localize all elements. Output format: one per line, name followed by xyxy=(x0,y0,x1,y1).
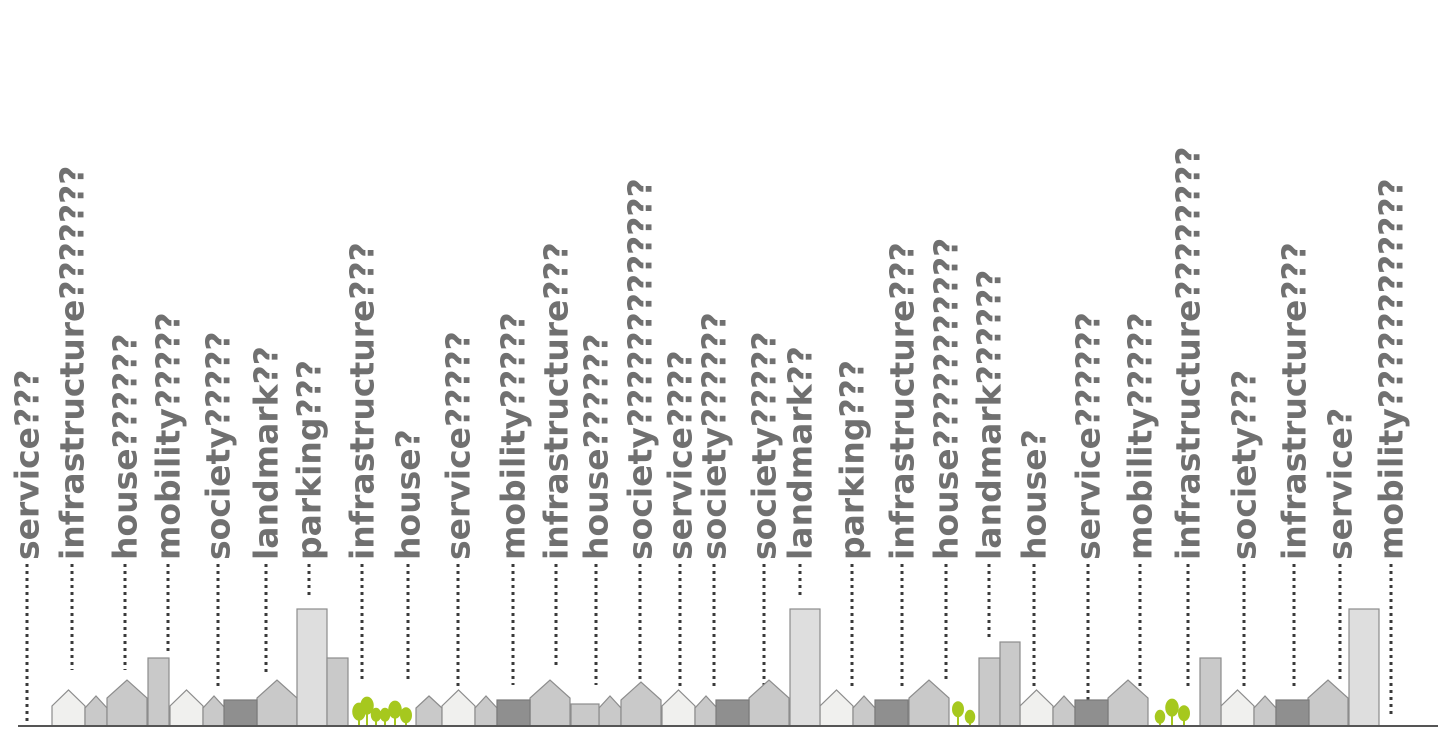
label-5: landmark?? xyxy=(247,346,286,560)
house-icon xyxy=(598,695,622,727)
tree-icon xyxy=(1165,698,1179,726)
trees xyxy=(352,696,1190,726)
house-icon xyxy=(106,679,148,727)
tower-icon xyxy=(999,641,1021,727)
label-7: infrastructure??? xyxy=(343,242,382,560)
tower-icon xyxy=(1275,699,1310,727)
house-icon xyxy=(84,695,108,727)
label-23: service?????? xyxy=(1069,312,1108,560)
tower-icon xyxy=(874,699,909,727)
label-26: society??? xyxy=(1225,370,1264,560)
house-icon xyxy=(1107,679,1149,727)
house-icon xyxy=(908,679,950,727)
tree-icon xyxy=(964,709,976,726)
tree-icon xyxy=(360,696,374,726)
house-icon xyxy=(620,681,662,727)
label-21: landmark?????? xyxy=(970,270,1009,560)
label-12: house?????? xyxy=(577,333,616,560)
house-icon xyxy=(1253,695,1277,727)
tower-icon xyxy=(789,608,821,727)
label-1: infrastructure??????? xyxy=(53,166,92,560)
tree-icon xyxy=(388,700,402,726)
house-icon xyxy=(694,695,718,727)
house-icon xyxy=(51,689,86,727)
house-icon xyxy=(474,695,498,727)
tower-icon xyxy=(715,699,750,727)
label-15: society?????? xyxy=(695,312,734,560)
house-icon xyxy=(1307,679,1349,727)
tower-icon xyxy=(496,699,531,727)
tower-icon xyxy=(296,608,328,727)
tower-icon xyxy=(1199,657,1222,727)
leader-lines xyxy=(25,564,1393,726)
label-29: mobility???????????? xyxy=(1372,178,1411,560)
tower-icon xyxy=(1074,699,1109,727)
label-25: infrastructure???????? xyxy=(1169,146,1208,560)
label-10: mobility????? xyxy=(494,312,533,560)
house-icon xyxy=(661,689,696,727)
label-16: society????? xyxy=(745,331,784,560)
house-icon xyxy=(529,679,571,727)
tree-icon xyxy=(379,707,391,726)
house-icon xyxy=(819,689,854,727)
house-icon xyxy=(415,695,443,727)
tree-icon xyxy=(1154,709,1166,726)
house-icon xyxy=(441,689,476,727)
label-20: house??????????? xyxy=(927,238,966,560)
label-17: landmark?? xyxy=(781,346,820,560)
tower-icon xyxy=(147,657,170,727)
label-24: mobility????? xyxy=(1121,312,1160,560)
label-0: service??? xyxy=(8,370,47,561)
tower-icon xyxy=(223,699,258,727)
label-27: infrastructure??? xyxy=(1275,242,1314,560)
label-2: house?????? xyxy=(106,333,145,560)
house-icon xyxy=(748,679,790,727)
label-4: society????? xyxy=(199,331,238,560)
tree-icon xyxy=(1178,705,1190,726)
buildings xyxy=(51,608,1380,727)
tower-icon xyxy=(326,657,349,727)
label-19: infrastructure??? xyxy=(883,242,922,560)
tower-icon xyxy=(570,703,600,727)
house-icon xyxy=(202,695,226,727)
tree-icon xyxy=(952,701,964,726)
label-22: house? xyxy=(1015,429,1054,560)
label-8: house? xyxy=(389,429,428,560)
tower-icon xyxy=(978,657,1001,727)
label-18: parking??? xyxy=(833,360,872,560)
tree-icon xyxy=(370,707,382,726)
labels: service??? infrastructure??????? house????… xyxy=(8,146,1411,560)
house-icon xyxy=(1052,695,1076,727)
label-11: infrastructure??? xyxy=(537,242,576,560)
house-icon xyxy=(852,695,876,727)
house-icon xyxy=(1019,689,1054,727)
label-6: parking??? xyxy=(290,360,329,560)
label-14: service???? xyxy=(661,350,700,560)
house-icon xyxy=(256,679,298,727)
house-icon xyxy=(1220,689,1255,727)
house-icon xyxy=(169,689,204,727)
label-28: service? xyxy=(1321,408,1360,560)
tree-icon xyxy=(400,707,412,726)
tower-icon xyxy=(1348,608,1380,727)
label-3: mobility????? xyxy=(149,312,188,560)
label-9: service????? xyxy=(439,331,478,560)
label-13: society????????????? xyxy=(621,178,660,560)
